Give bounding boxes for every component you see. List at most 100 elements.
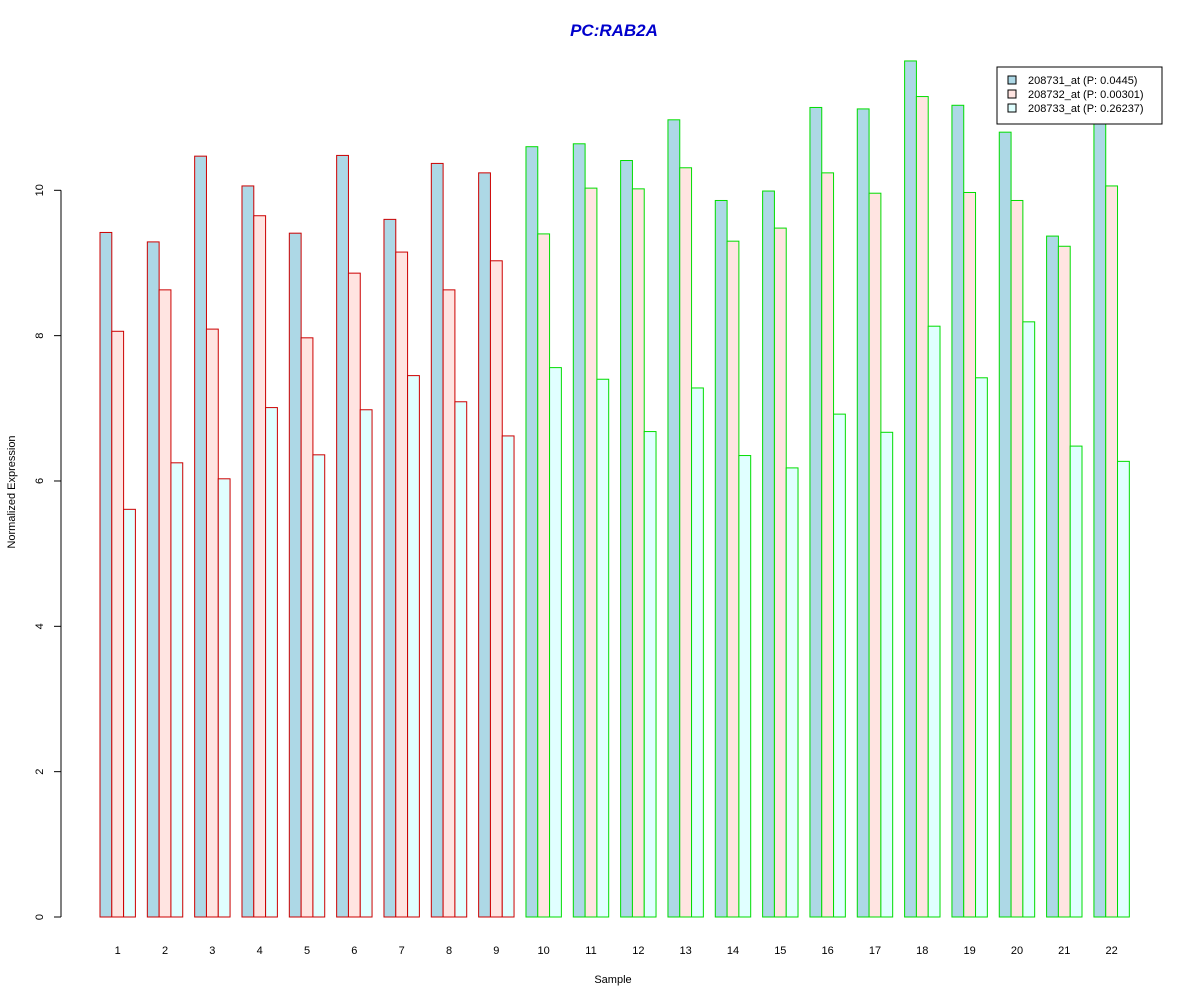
bar-sample-1-series-3 [123,508,136,918]
x-tick-label: 10 [538,945,550,957]
x-axis-title: Sample [594,974,631,986]
bar-sample-20-series-3 [1022,321,1036,918]
bar-sample-5-series-2 [300,337,314,918]
legend-label: 208732_at (P: 0.00301) [1028,89,1144,101]
bar-sample-7-series-2 [395,251,409,918]
x-tick-label: 13 [680,945,692,957]
x-tick-label: 16 [822,945,834,957]
x-tick-label: 8 [446,945,452,957]
bar-sample-8-series-1 [430,162,444,918]
bar-sample-11-series-1 [572,143,586,918]
legend-box [996,66,1163,125]
x-axis-labels: 1 2 3 4 5 6 7 8 9 10 11 12 13 14 15 16 17 18 19 20 21 22 [115,945,1118,957]
bar-sample-12-series-1 [620,160,633,918]
bar-sample-9-series-2 [489,260,503,918]
x-tick-label: 7 [399,945,405,957]
bar-sample-7-series-1 [383,218,397,918]
bar-sample-1-series-1 [99,231,113,918]
x-tick-label: 5 [304,945,310,957]
bar-sample-4-series-3 [265,407,278,918]
legend-swatch [1007,89,1017,99]
bar-sample-13-series-1 [667,119,681,918]
x-tick-label: 14 [727,945,739,957]
bar-sample-15-series-1 [762,190,775,918]
bar-sample-5-series-1 [288,232,302,918]
legend-label: 208731_at (P: 0.0445) [1028,75,1137,87]
bar-sample-8-series-2 [442,289,456,918]
bar-sample-13-series-3 [691,387,704,918]
bar-sample-17-series-1 [856,108,870,918]
bar-sample-3-series-3 [217,478,231,918]
bar-sample-5-series-3 [312,454,326,918]
bar-sample-15-series-2 [773,227,787,918]
bar-sample-18-series-1 [904,60,917,918]
bar-sample-6-series-3 [359,409,373,918]
bar-sample-3-series-2 [205,328,219,918]
x-tick-label: 21 [1058,945,1070,957]
x-tick-label: 4 [257,945,263,957]
y-tick-label: 6 [34,478,46,484]
bar-sample-16-series-2 [821,172,835,918]
bar-sample-21-series-2 [1057,245,1071,918]
legend: 208731_at (P: 0.0445) 208732_at (P: 0.003… [996,66,1163,125]
bar-sample-7-series-3 [407,375,420,918]
x-tick-label: 2 [162,945,168,957]
bar-sample-4-series-2 [253,215,267,918]
chart-title: PC:RAB2A [570,21,658,40]
bar-sample-12-series-2 [631,188,645,918]
bar-sample-11-series-3 [596,378,610,918]
x-tick-label: 18 [916,945,928,957]
bar-sample-4-series-1 [241,185,255,918]
bar-sample-10-series-2 [537,233,551,918]
bar-sample-9-series-1 [478,172,491,918]
x-tick-label: 12 [632,945,644,957]
y-axis: 0 2 4 6 8 10 [34,184,62,920]
bar-sample-15-series-3 [785,467,799,918]
y-tick-label: 10 [34,184,46,196]
x-tick-label: 1 [115,945,121,957]
bar-sample-20-series-1 [998,131,1012,918]
bar-sample-13-series-2 [679,167,693,918]
y-tick-label: 4 [34,623,46,629]
bar-sample-16-series-3 [833,413,846,918]
bar-sample-22-series-2 [1105,185,1119,918]
bar-sample-19-series-3 [975,377,988,918]
bar-sample-17-series-2 [868,192,882,918]
bar-sample-2-series-3 [170,462,184,918]
bar-sample-14-series-3 [738,455,752,918]
bar-sample-18-series-3 [927,325,941,918]
bar-sample-6-series-1 [336,154,349,918]
y-tick-label: 0 [34,914,46,920]
x-tick-label: 6 [351,945,357,957]
bar-sample-22-series-3 [1117,460,1130,918]
x-tick-label: 19 [964,945,976,957]
legend-label: 208733_at (P: 0.26237) [1028,103,1144,115]
legend-swatch [1007,75,1017,85]
y-tick-label: 2 [34,769,46,775]
x-tick-label: 15 [774,945,786,957]
bar-sample-16-series-1 [809,106,823,918]
bar-sample-18-series-2 [915,96,929,918]
bar-sample-22-series-1 [1093,113,1107,918]
bar-sample-6-series-2 [347,272,361,918]
bar-sample-3-series-1 [194,155,207,918]
bar-sample-19-series-2 [963,191,977,918]
bar-sample-20-series-2 [1010,199,1024,918]
bar-sample-12-series-3 [643,431,657,918]
y-axis-title: Normalized Expression [6,435,18,548]
x-tick-label: 11 [585,945,596,957]
bar-sample-10-series-3 [549,367,562,918]
bar-sample-14-series-2 [726,240,740,918]
bar-sample-14-series-1 [714,199,728,918]
x-tick-label: 9 [493,945,499,957]
bar-sample-2-series-1 [146,241,160,918]
legend-swatch [1007,103,1017,113]
bar-sample-8-series-3 [454,401,468,918]
y-tick-label: 8 [34,333,46,339]
bar-sample-21-series-3 [1069,445,1083,918]
x-tick-label: 20 [1011,945,1023,957]
bar-sample-1-series-2 [111,330,125,918]
bar-sample-9-series-3 [501,435,515,918]
bar-sample-17-series-3 [880,431,894,918]
